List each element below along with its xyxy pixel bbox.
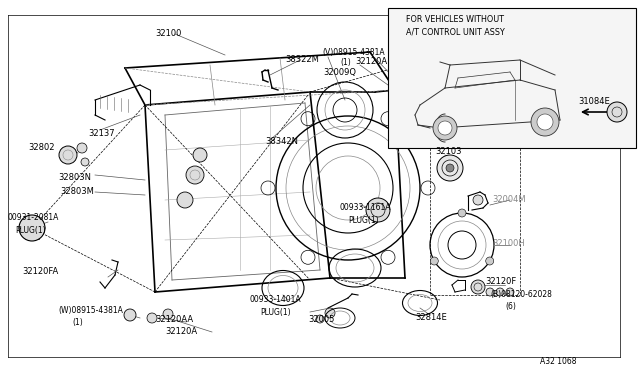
Text: 00931-2081A: 00931-2081A [8, 214, 60, 222]
Text: 38322M: 38322M [285, 55, 319, 64]
Circle shape [400, 93, 410, 103]
Text: (W)08915-4381A: (W)08915-4381A [58, 305, 123, 314]
Text: (1): (1) [340, 58, 351, 67]
Text: 32009Q: 32009Q [323, 68, 356, 77]
Text: 32802: 32802 [28, 144, 54, 153]
Text: 32100H: 32100H [492, 240, 525, 248]
Text: 31084E: 31084E [578, 97, 610, 106]
Circle shape [401, 73, 415, 87]
Text: 32803N: 32803N [58, 173, 91, 182]
Text: 32120AA: 32120AA [155, 315, 193, 324]
Text: (B)08120-62028: (B)08120-62028 [490, 291, 552, 299]
Circle shape [325, 308, 335, 318]
Circle shape [471, 280, 485, 294]
Text: 00933-1161A: 00933-1161A [340, 203, 392, 212]
Text: 32005: 32005 [308, 315, 334, 324]
Circle shape [124, 309, 136, 321]
Circle shape [316, 315, 324, 323]
Text: (V)08915-4381A: (V)08915-4381A [322, 48, 385, 57]
Text: 38342N: 38342N [265, 138, 298, 147]
Text: 00933-1401A: 00933-1401A [250, 295, 301, 305]
Text: 32803M: 32803M [60, 187, 94, 196]
Bar [388, 8, 636, 148]
Circle shape [438, 121, 452, 135]
Text: PLUG(1): PLUG(1) [15, 225, 45, 234]
Text: 32814E: 32814E [415, 314, 447, 323]
Circle shape [531, 108, 559, 136]
Text: PLUG(1): PLUG(1) [260, 308, 291, 317]
Text: A/T CONTROL UNIT ASSY: A/T CONTROL UNIT ASSY [406, 28, 505, 36]
Circle shape [446, 164, 454, 172]
Circle shape [147, 313, 157, 323]
Text: 32120FA: 32120FA [22, 267, 58, 276]
Circle shape [77, 143, 87, 153]
Text: 32120A: 32120A [165, 327, 197, 337]
Text: 32137: 32137 [88, 128, 115, 138]
Circle shape [59, 146, 77, 164]
Circle shape [437, 155, 463, 181]
Text: FOR VEHICLES WITHOUT: FOR VEHICLES WITHOUT [406, 16, 504, 25]
Circle shape [19, 215, 45, 241]
Circle shape [186, 166, 204, 184]
Text: 32103: 32103 [435, 148, 461, 157]
Circle shape [496, 288, 504, 296]
Text: (1): (1) [72, 317, 83, 327]
Text: (6): (6) [505, 302, 516, 311]
Text: 32120A: 32120A [355, 58, 387, 67]
Text: 32004M: 32004M [492, 196, 525, 205]
Circle shape [473, 195, 483, 205]
Circle shape [193, 148, 207, 162]
Text: A32 1068: A32 1068 [540, 357, 577, 366]
Circle shape [177, 192, 193, 208]
Circle shape [430, 257, 438, 265]
Text: PLUG(1): PLUG(1) [348, 215, 379, 224]
Circle shape [433, 116, 457, 140]
Circle shape [163, 309, 173, 319]
Circle shape [458, 209, 466, 217]
Circle shape [486, 257, 493, 265]
Circle shape [81, 158, 89, 166]
Circle shape [506, 288, 514, 296]
Text: 32120F: 32120F [485, 278, 516, 286]
Circle shape [607, 102, 627, 122]
Text: 32100: 32100 [155, 29, 181, 38]
Circle shape [537, 114, 553, 130]
Circle shape [486, 288, 494, 296]
Circle shape [366, 198, 390, 222]
